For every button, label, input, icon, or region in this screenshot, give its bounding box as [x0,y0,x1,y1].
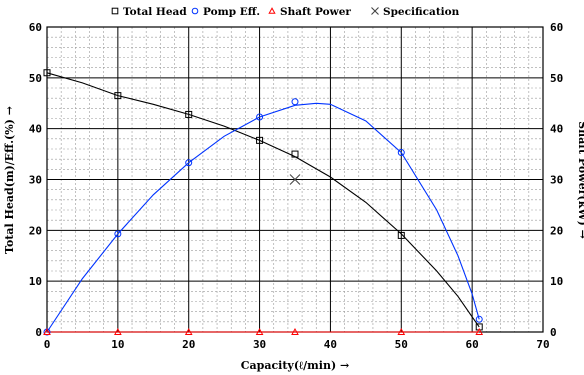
shaft-power-point [114,327,122,335]
x-tick-label: 50 [395,338,408,351]
y-tick-label-left: 20 [29,224,42,237]
pomp-eff-curve [46,102,480,333]
y-tick-label-left: 30 [29,174,42,187]
legend-label-total-head: Total Head [123,6,187,18]
total-head-point [114,92,122,100]
y-tick-label-left: 60 [29,21,42,34]
y-tick-label-left: 50 [29,72,42,85]
y-tick-label-right: 30 [550,174,563,187]
y-tick-label-right: 50 [550,72,563,85]
x-tick-label: 20 [182,338,195,351]
pomp-eff-point [114,230,122,238]
x-tick-label: 60 [466,338,479,351]
shaft-power-point [397,327,406,335]
pomp-eff-point [397,149,405,157]
total-head-point [397,231,405,239]
shaft-power-point [184,327,193,335]
specification-point [289,174,301,185]
y-tick-label-right: 60 [550,21,563,34]
legend-marker-shaft-power [268,7,276,14]
shaft-power-point [255,327,264,335]
legend-label-specification: Specification [383,6,460,18]
pomp-eff-point [256,113,264,121]
y-axis-label-left: Total Head(m)/Eff.(%) → [3,106,16,254]
x-tick-label: 40 [324,338,337,351]
legend-label-shaft-power: Shaft Power [280,6,351,18]
y-tick-label-left: 40 [29,123,42,136]
y-tick-label-right: 40 [550,123,563,136]
legend-label-pomp-eff: Pomp Eff. [203,6,260,18]
pomp-eff-point [475,315,483,323]
x-tick-label: 0 [44,338,51,351]
y-tick-label-right: 0 [550,326,557,339]
pomp-eff-point [291,98,299,106]
total-head-point [291,150,299,158]
total-head-point [43,69,51,77]
y-tick-label-right: 20 [550,224,563,237]
total-head-point [185,110,193,118]
y-tick-label-right: 10 [550,275,563,288]
shaft-power-point [43,327,51,335]
x-mark-stroke [371,7,379,15]
x-tick-label: 30 [253,338,266,351]
y-tick-label-left: 0 [35,326,42,339]
legend-marker-pomp-eff [191,7,199,15]
y-tick-label-left: 10 [29,275,42,288]
total-head-point [256,136,264,144]
shaft-power-point [475,327,484,335]
pomp-eff-point [185,159,193,167]
x-mark-stroke [289,174,301,185]
x-tick-label: 10 [111,338,124,351]
legend-marker-specification [371,7,379,15]
x-axis-label: Capacity(ℓ/min) → [241,359,349,372]
shaft-power-point [291,327,299,335]
y-axis-label-right: Shaft Power(kW) → [576,121,584,239]
legend-marker-total-head [111,7,119,15]
x-tick-label: 70 [536,338,549,351]
